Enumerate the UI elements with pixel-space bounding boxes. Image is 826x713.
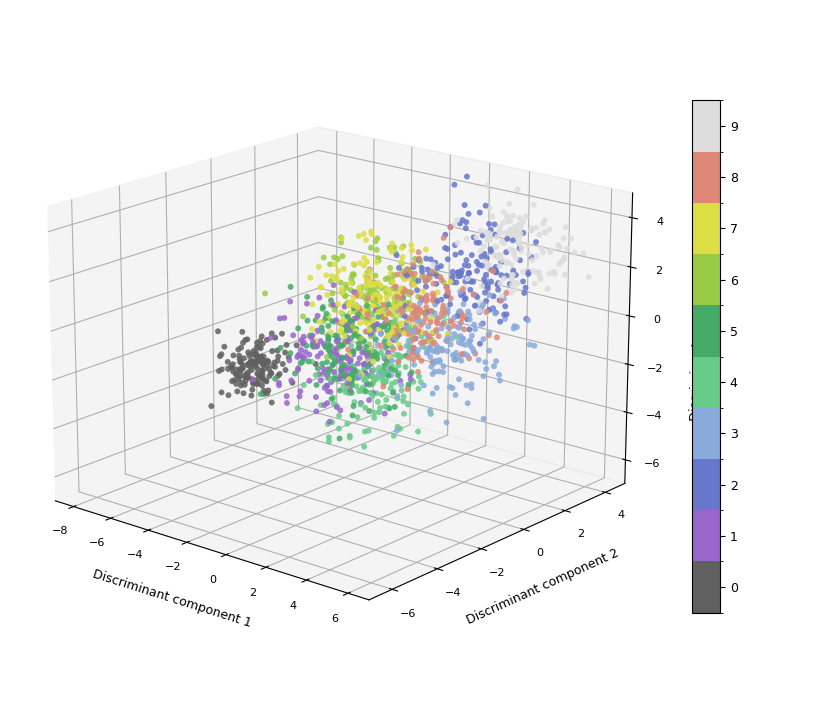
X-axis label: Discriminant component 1: Discriminant component 1 bbox=[91, 568, 253, 630]
Y-axis label: Discriminant component 2: Discriminant component 2 bbox=[464, 547, 621, 627]
